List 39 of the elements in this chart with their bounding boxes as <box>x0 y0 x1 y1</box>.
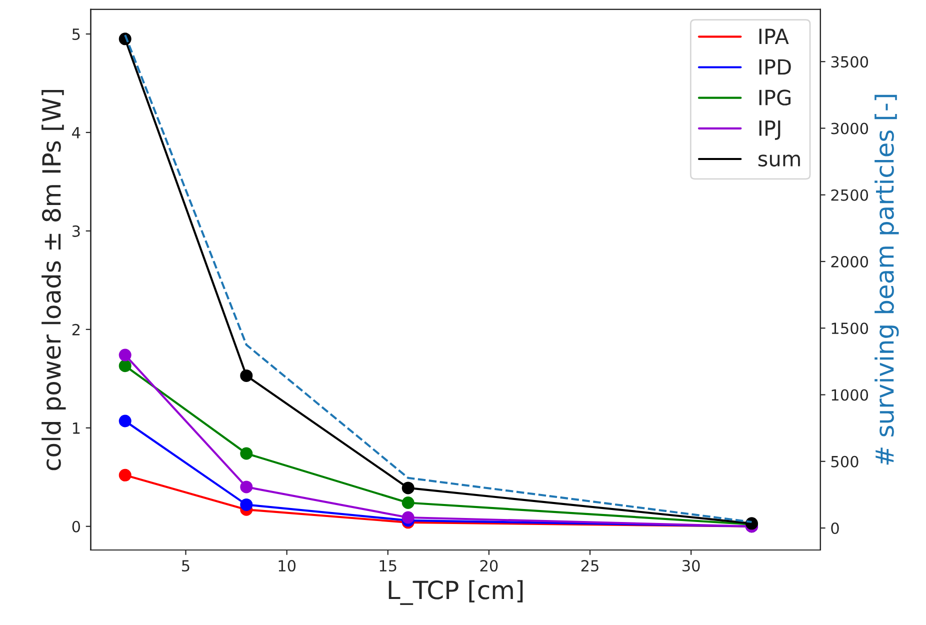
y-tick-label: 3 <box>72 225 80 237</box>
legend-label: IPD <box>759 59 791 75</box>
x-axis-title: L_TCP [cm] <box>388 580 523 605</box>
x-tick-label: 10 <box>278 560 296 572</box>
legend-label: IPG <box>759 90 790 106</box>
y2-axis-title: # surviving beam particles [-] <box>874 94 899 465</box>
y2-tick-label: 1500 <box>832 322 868 334</box>
x-tick-label: 5 <box>182 560 190 572</box>
x-tick-label: 25 <box>581 560 598 572</box>
y2-tick-label: 2500 <box>831 189 868 201</box>
x-tick-label: 20 <box>480 560 498 572</box>
y2-tick-label: 3000 <box>831 122 868 134</box>
legend-label: IPA <box>759 28 789 44</box>
y2-tick-label: 3500 <box>831 56 868 68</box>
point <box>118 414 132 428</box>
y-tick-label: 4 <box>72 127 80 138</box>
y2-tick-label: 2000 <box>831 256 868 268</box>
point <box>402 496 414 509</box>
x-tick-label: 30 <box>682 560 700 572</box>
point <box>240 498 253 511</box>
y-tick-label: 5 <box>72 28 80 40</box>
point <box>118 348 132 362</box>
y2-tick-label: 0 <box>831 522 839 534</box>
y-tick-label: 2 <box>72 324 80 336</box>
legend-label: sum <box>758 154 800 167</box>
y-axis-title: cold power loads ± 8m IPs [W] <box>42 90 66 470</box>
y2-tick-label: 500 <box>831 456 858 468</box>
y-tick-label: 0 <box>72 520 80 532</box>
point <box>118 360 132 372</box>
legend-label: IPJ <box>759 120 780 140</box>
point <box>240 480 253 494</box>
point <box>402 511 414 524</box>
point <box>240 447 253 460</box>
point <box>402 482 414 494</box>
point <box>240 369 253 382</box>
point <box>118 468 132 482</box>
y2-tick-label: 1000 <box>832 389 868 401</box>
x-tick-label: 15 <box>380 560 396 572</box>
y-tick-label: 1 <box>72 422 80 434</box>
